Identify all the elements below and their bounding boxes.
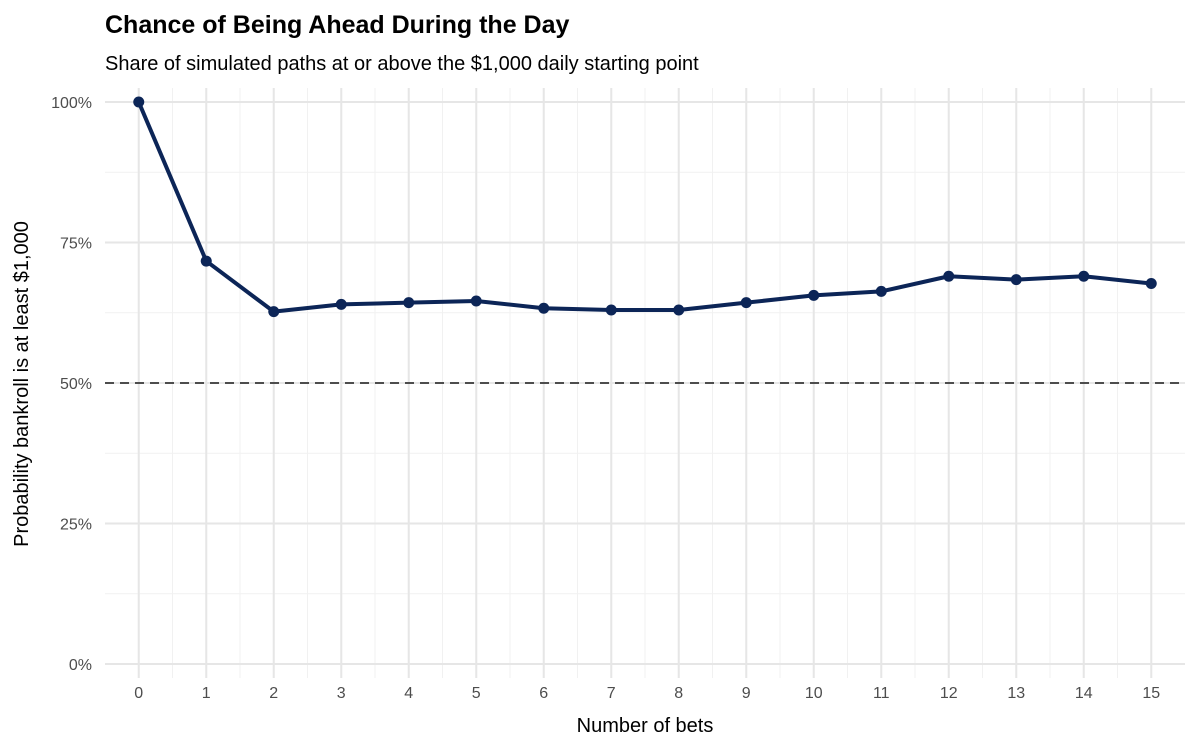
series-line: [136, 100, 1154, 314]
x-tick-label: 0: [134, 685, 143, 702]
x-tick-label: 4: [404, 685, 413, 702]
x-axis-title: Number of bets: [577, 715, 714, 737]
data-point: [335, 298, 347, 310]
data-point: [268, 306, 280, 318]
chart-title: Chance of Being Ahead During the Day: [105, 11, 570, 39]
data-point: [740, 297, 752, 309]
data-point: [200, 255, 212, 267]
data-point: [538, 302, 550, 314]
x-tick-label: 10: [805, 685, 823, 702]
y-tick-label: 75%: [60, 236, 92, 253]
data-point: [470, 295, 482, 307]
data-point: [673, 304, 685, 316]
x-tick-label: 15: [1142, 685, 1160, 702]
data-point: [875, 285, 887, 297]
y-axis-tick-labels: 0% 25% 50% 75% 100%: [51, 95, 92, 674]
points-layer: [133, 96, 1157, 318]
data-point: [808, 289, 820, 301]
x-tick-label: 3: [337, 685, 346, 702]
data-point: [943, 270, 955, 282]
x-axis-tick-labels: 0 1 2 3 4 5 6 7 8 9 10 11 12 13 14 15: [134, 685, 1160, 702]
x-tick-label: 14: [1075, 685, 1093, 702]
data-point: [1010, 274, 1022, 286]
x-tick-label: 11: [873, 685, 890, 702]
x-tick-label: 6: [539, 685, 548, 702]
series-layer: [136, 100, 1154, 314]
x-tick-label: 5: [472, 685, 481, 702]
data-point: [1078, 270, 1090, 282]
chart-subtitle: Share of simulated paths at or above the…: [105, 53, 699, 75]
x-tick-label: 1: [202, 685, 211, 702]
y-tick-label: 100%: [51, 95, 92, 112]
x-tick-label: 9: [742, 685, 751, 702]
data-point: [605, 304, 617, 316]
x-tick-label: 8: [674, 685, 683, 702]
data-point: [403, 297, 415, 309]
plot-panel: [105, 88, 1185, 678]
x-tick-label: 7: [607, 685, 616, 702]
y-tick-label: 50%: [60, 376, 92, 393]
x-tick-label: 12: [940, 685, 958, 702]
data-point: [133, 96, 145, 108]
y-tick-label: 0%: [69, 657, 92, 674]
y-tick-label: 25%: [60, 516, 92, 533]
y-axis-title: Probability bankroll is at least $1,000: [11, 221, 33, 547]
x-tick-label: 2: [269, 685, 278, 702]
x-tick-label: 13: [1007, 685, 1025, 702]
data-point: [1145, 278, 1157, 290]
